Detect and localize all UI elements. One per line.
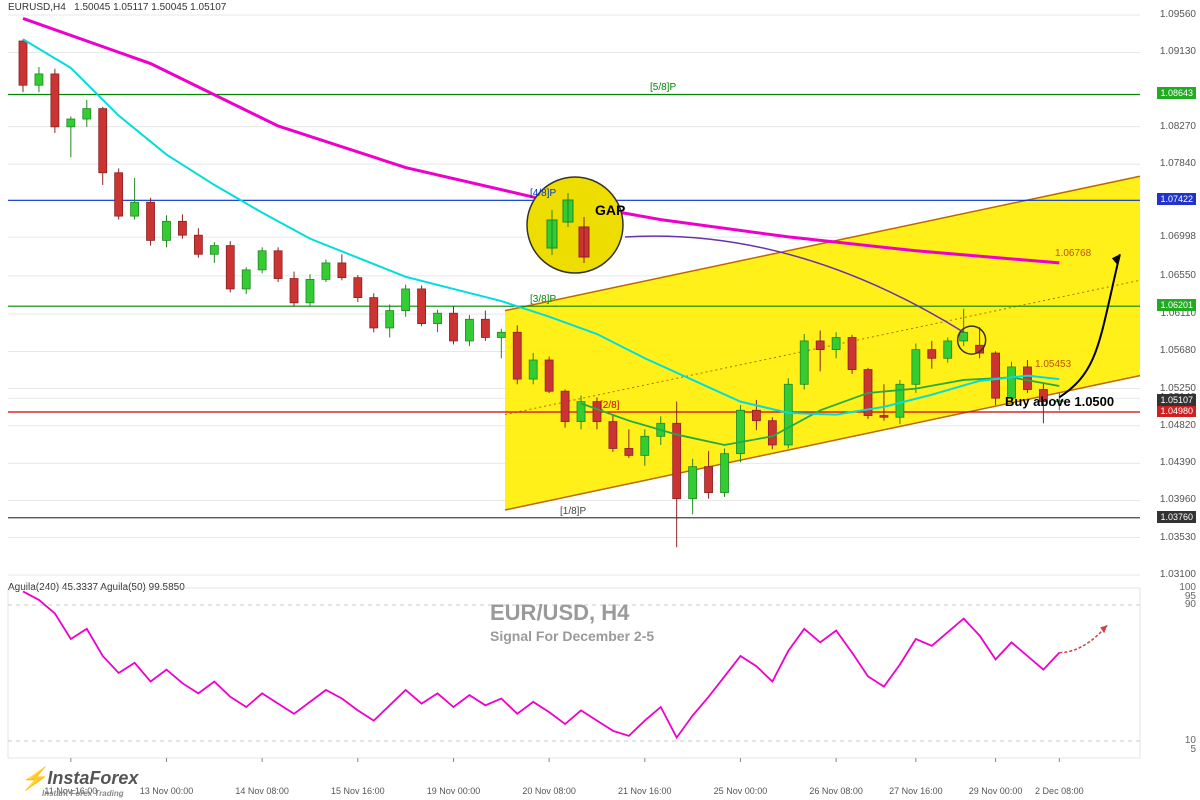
- pivot-label: [5/8]P: [650, 82, 676, 93]
- y-tick-label: 1.03100: [1160, 569, 1196, 580]
- chart-title: EUR/USD, H4: [490, 600, 629, 626]
- pivot-price-box: 1.06201: [1157, 299, 1196, 311]
- watermark-text: InstaForex: [47, 768, 138, 788]
- y-tick-label: 1.06550: [1160, 270, 1196, 281]
- x-tick-label: 27 Nov 16:00: [889, 786, 943, 796]
- pivot-label: [3/8]P: [530, 294, 556, 305]
- y-tick-label: 1.05250: [1160, 383, 1196, 394]
- y-tick-label: 1.09560: [1160, 9, 1196, 20]
- pivot-label: [1/8]P: [560, 506, 586, 517]
- pivot-price-box: 1.07422: [1157, 193, 1196, 205]
- x-tick-label: 13 Nov 00:00: [140, 786, 194, 796]
- x-tick-label: 25 Nov 00:00: [714, 786, 768, 796]
- x-tick-label: 26 Nov 08:00: [809, 786, 863, 796]
- watermark-logo: ⚡InstaForex Instant Forex Trading: [20, 766, 138, 792]
- pivot-price-box: 1.08643: [1157, 87, 1196, 99]
- svg-text:GAP: GAP: [595, 202, 625, 218]
- x-tick-label: 19 Nov 00:00: [427, 786, 481, 796]
- pivot-price-box: 1.03760: [1157, 511, 1196, 523]
- x-tick-label: 14 Nov 08:00: [235, 786, 289, 796]
- y-tick-label: 1.03960: [1160, 494, 1196, 505]
- pivot-price-box: 1.04980: [1157, 405, 1196, 417]
- watermark-sub: Instant Forex Trading: [42, 789, 124, 798]
- x-tick-label: 21 Nov 16:00: [618, 786, 672, 796]
- x-tick-label: 15 Nov 16:00: [331, 786, 385, 796]
- y-tick-label: 1.04820: [1160, 420, 1196, 431]
- pivot-label: [2/8]: [600, 400, 619, 411]
- y-tick-label: 1.04390: [1160, 457, 1196, 468]
- y-tick-label: 1.05680: [1160, 345, 1196, 356]
- channel-price-label: 1.05453: [1035, 359, 1071, 370]
- osc-tick: 100: [1179, 582, 1196, 593]
- current-price-box: 1.05107: [1157, 394, 1196, 406]
- price-chart: GAP: [0, 0, 1200, 580]
- buy-annotation: Buy above 1.0500: [1005, 394, 1114, 409]
- y-tick-label: 1.08270: [1160, 121, 1196, 132]
- chart-container: EURUSD,H4 1.50045 1.05117 1.50045 1.0510…: [0, 0, 1200, 800]
- channel-price-label: 1.06768: [1055, 248, 1091, 259]
- x-tick-label: 20 Nov 08:00: [522, 786, 576, 796]
- y-tick-label: 1.06998: [1160, 231, 1196, 242]
- y-tick-label: 1.09130: [1160, 46, 1196, 57]
- chart-subtitle: Signal For December 2-5: [490, 628, 654, 644]
- osc-tick: 10: [1185, 735, 1196, 746]
- y-tick-label: 1.03530: [1160, 532, 1196, 543]
- pivot-label: [4/8]P: [530, 188, 556, 199]
- y-tick-label: 1.07840: [1160, 158, 1196, 169]
- x-tick-label: 2 Dec 08:00: [1035, 786, 1084, 796]
- x-tick-label: 29 Nov 00:00: [969, 786, 1023, 796]
